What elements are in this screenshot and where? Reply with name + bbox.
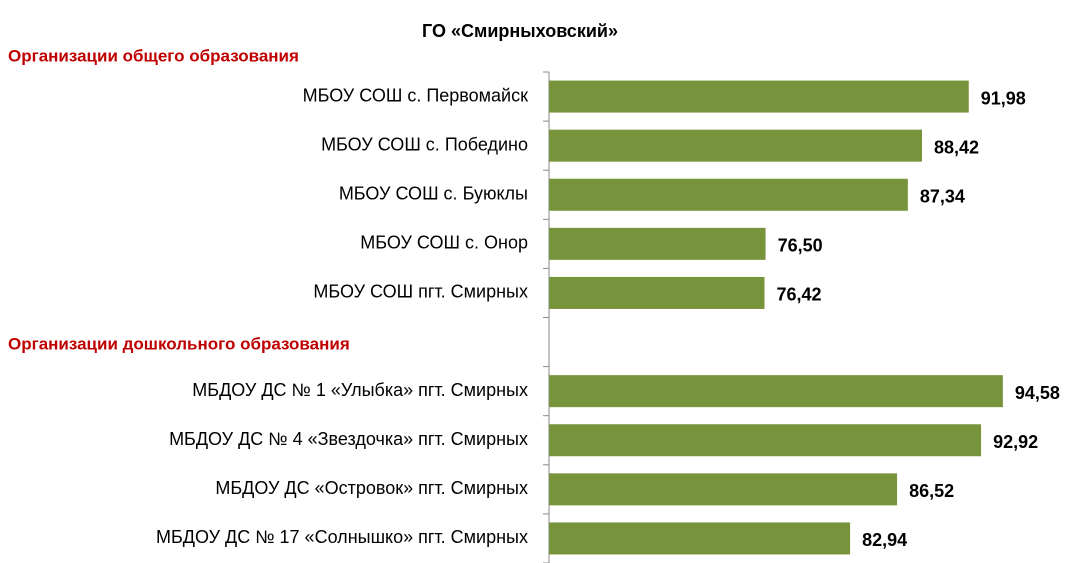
bar <box>549 129 923 162</box>
category-label: МБОУ СОШ с. Буюклы <box>339 184 528 204</box>
bar <box>549 375 1003 408</box>
category-label: МБДОУ ДС № 17 «Солнышко» пгт. Смирных <box>156 527 528 547</box>
value-label: 86,52 <box>909 481 954 501</box>
value-label: 76,50 <box>778 236 823 256</box>
bar <box>549 178 908 211</box>
bar <box>549 227 766 260</box>
category-label: МБДОУ ДС № 4 «Звездочка» пгт. Смирных <box>169 429 528 449</box>
value-label: 87,34 <box>920 187 965 207</box>
category-label: МБДОУ ДС «Островок» пгт. Смирных <box>215 478 528 498</box>
bar <box>549 424 982 457</box>
category-label: МБОУ СОШ пгт. Смирных <box>313 282 528 302</box>
bar <box>549 80 969 113</box>
value-label: 92,92 <box>993 432 1038 452</box>
bar <box>549 522 851 555</box>
value-label: 76,42 <box>777 285 822 305</box>
section-header: Организации дошкольного образования <box>8 334 350 353</box>
value-label: 91,98 <box>981 88 1026 108</box>
section-header: Организации общего образования <box>8 46 299 65</box>
category-label: МБОУ СОШ с. Победино <box>321 134 528 154</box>
value-label: 82,94 <box>862 530 907 550</box>
bar <box>549 473 898 506</box>
bar <box>549 276 765 309</box>
category-label: МБОУ СОШ с. Первомайск <box>303 85 529 105</box>
category-label: МБДОУ ДС № 1 «Улыбка» пгт. Смирных <box>192 380 528 400</box>
category-label: МБОУ СОШ с. Онор <box>360 233 528 253</box>
value-label: 94,58 <box>1015 383 1060 403</box>
chart-title: ГО «Смирныховский» <box>422 21 618 41</box>
value-label: 88,42 <box>934 137 979 157</box>
